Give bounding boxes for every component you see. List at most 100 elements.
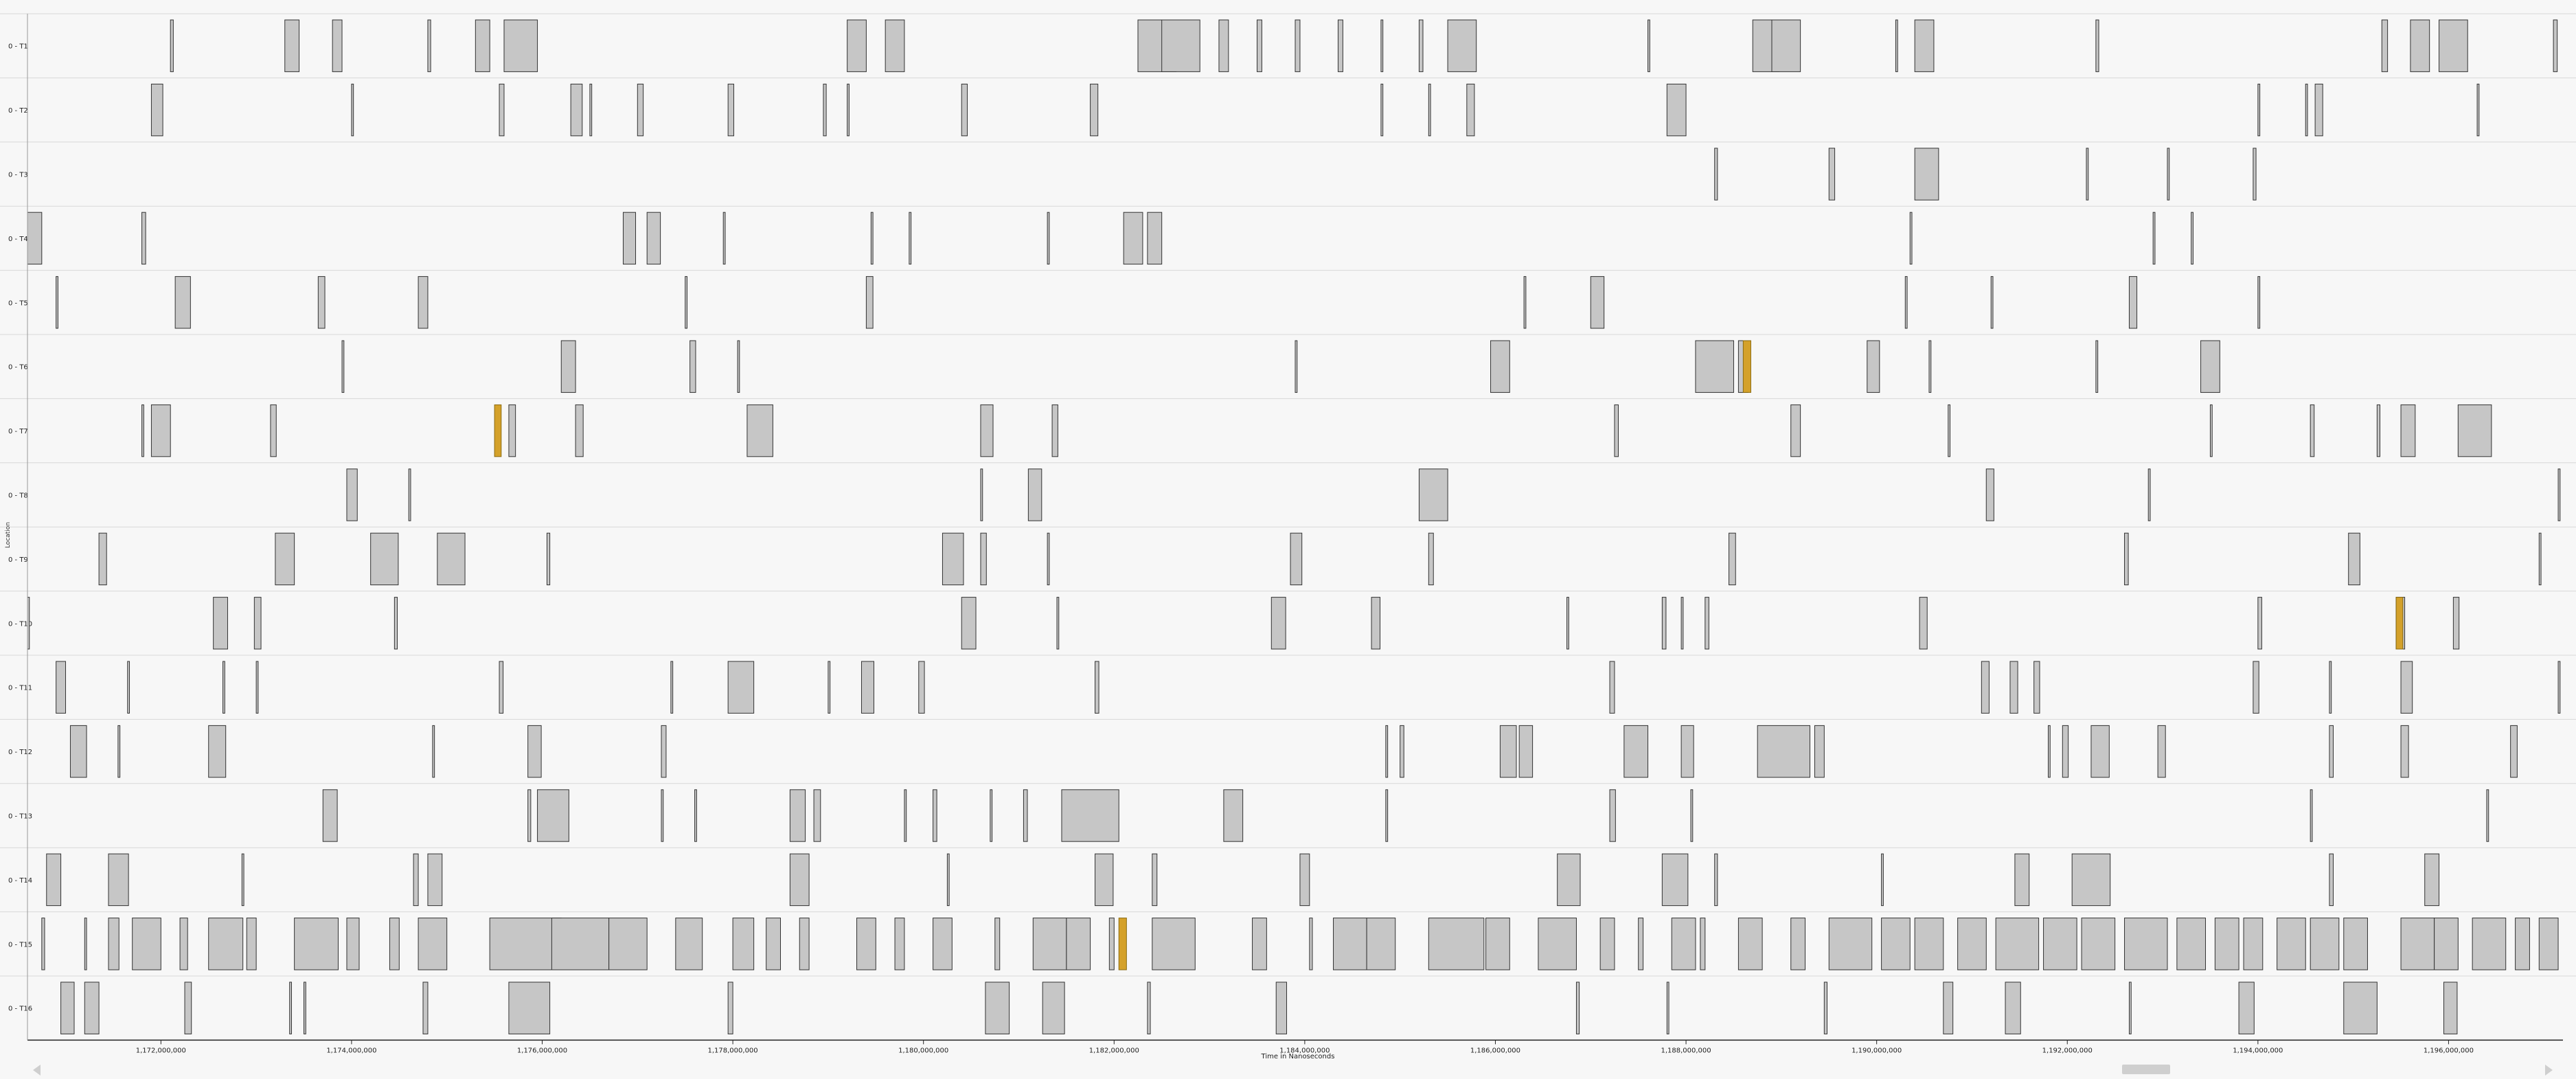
event-block[interactable]	[2329, 853, 2334, 907]
event-block[interactable]	[141, 212, 146, 265]
event-block[interactable]	[622, 212, 637, 265]
event-block[interactable]	[799, 918, 810, 970]
event-block[interactable]	[503, 19, 538, 72]
event-block[interactable]	[789, 789, 806, 842]
event-block[interactable]	[1295, 19, 1301, 72]
event-block[interactable]	[370, 532, 399, 586]
event-block[interactable]	[646, 212, 661, 265]
event-block[interactable]	[766, 918, 781, 970]
event-block[interactable]	[2329, 725, 2334, 778]
event-block[interactable]	[2400, 661, 2413, 714]
event-block[interactable]	[41, 918, 45, 970]
event-block[interactable]	[1943, 981, 1954, 1034]
event-block[interactable]	[418, 918, 448, 970]
event-block[interactable]	[727, 981, 733, 1034]
event-block[interactable]	[2343, 918, 2368, 970]
event-block[interactable]	[1557, 853, 1581, 907]
event-block[interactable]	[722, 212, 726, 265]
event-block[interactable]	[1737, 918, 1763, 970]
event-block[interactable]	[84, 918, 87, 970]
event-block[interactable]	[84, 981, 100, 1034]
event-block[interactable]	[346, 468, 358, 521]
event-block[interactable]	[1823, 981, 1827, 1034]
event-block[interactable]	[727, 83, 734, 137]
event-block[interactable]	[1714, 148, 1718, 201]
event-block[interactable]	[351, 83, 354, 137]
event-block[interactable]	[2086, 148, 2089, 201]
event-block[interactable]	[2400, 404, 2416, 457]
event-block[interactable]	[2400, 725, 2409, 778]
event-block[interactable]	[1147, 981, 1151, 1034]
event-block[interactable]	[860, 661, 875, 714]
event-block[interactable]	[208, 918, 244, 970]
event-block[interactable]	[980, 532, 987, 586]
event-block[interactable]	[608, 918, 648, 970]
event-block[interactable]	[1466, 83, 1475, 137]
event-block[interactable]	[2191, 212, 2193, 265]
event-block[interactable]	[1161, 19, 1200, 72]
event-block[interactable]	[60, 981, 75, 1034]
event-block[interactable]	[1371, 597, 1381, 650]
event-block[interactable]	[2253, 148, 2257, 201]
event-block[interactable]	[427, 19, 431, 72]
event-block[interactable]	[1428, 532, 1434, 586]
event-block[interactable]	[2538, 532, 2542, 586]
event-block[interactable]	[2243, 918, 2264, 970]
event-block[interactable]	[737, 340, 740, 393]
event-block[interactable]	[1957, 918, 1987, 970]
event-block[interactable]	[1995, 918, 2040, 970]
event-block[interactable]	[1147, 212, 1163, 265]
event-block[interactable]	[141, 404, 144, 457]
event-block[interactable]	[2200, 340, 2220, 393]
event-block[interactable]	[1985, 468, 1994, 521]
event-block[interactable]	[289, 981, 292, 1034]
event-block[interactable]	[499, 661, 504, 714]
event-block[interactable]	[422, 981, 429, 1034]
event-block[interactable]	[2176, 918, 2207, 970]
event-block[interactable]	[246, 918, 257, 970]
event-block[interactable]	[551, 918, 610, 970]
event-block[interactable]	[1914, 148, 1939, 201]
event-block[interactable]	[413, 853, 419, 907]
event-block[interactable]	[2071, 853, 2111, 907]
event-block[interactable]	[1275, 981, 1288, 1034]
event-block[interactable]	[2381, 19, 2389, 72]
event-block[interactable]	[1623, 725, 1649, 778]
event-block[interactable]	[1042, 981, 1065, 1034]
event-block[interactable]	[1828, 148, 1836, 201]
event-block[interactable]	[1290, 532, 1303, 586]
event-block[interactable]	[2062, 725, 2069, 778]
event-block[interactable]	[2329, 661, 2332, 714]
event-block[interactable]	[685, 276, 687, 329]
event-block[interactable]	[332, 19, 343, 72]
event-block[interactable]	[727, 661, 755, 714]
event-block[interactable]	[150, 83, 163, 137]
event-block[interactable]	[1447, 19, 1477, 72]
event-block[interactable]	[1700, 918, 1706, 970]
event-block[interactable]	[1090, 83, 1099, 137]
event-block[interactable]	[1661, 597, 1667, 650]
event-block[interactable]	[427, 853, 443, 907]
event-block[interactable]	[27, 212, 43, 265]
event-block[interactable]	[870, 212, 874, 265]
event-block[interactable]	[2400, 918, 2435, 970]
event-block[interactable]	[675, 918, 703, 970]
event-block[interactable]	[527, 725, 542, 778]
event-block[interactable]	[1948, 404, 1951, 457]
event-block[interactable]	[961, 597, 977, 650]
scroll-thumb[interactable]	[2122, 1065, 2170, 1074]
event-block[interactable]	[1023, 789, 1028, 842]
event-block[interactable]	[69, 725, 87, 778]
event-block[interactable]	[1256, 19, 1262, 72]
event-block[interactable]	[1428, 918, 1485, 970]
event-block[interactable]	[2557, 661, 2561, 714]
event-block[interactable]	[432, 725, 435, 778]
highlighted-event-block[interactable]	[1118, 918, 1127, 970]
event-block[interactable]	[2277, 918, 2306, 970]
event-block[interactable]	[1223, 789, 1244, 842]
event-block[interactable]	[933, 918, 953, 970]
event-block[interactable]	[856, 918, 876, 970]
event-block[interactable]	[1152, 918, 1196, 970]
event-block[interactable]	[2553, 19, 2558, 72]
event-block[interactable]	[475, 19, 490, 72]
